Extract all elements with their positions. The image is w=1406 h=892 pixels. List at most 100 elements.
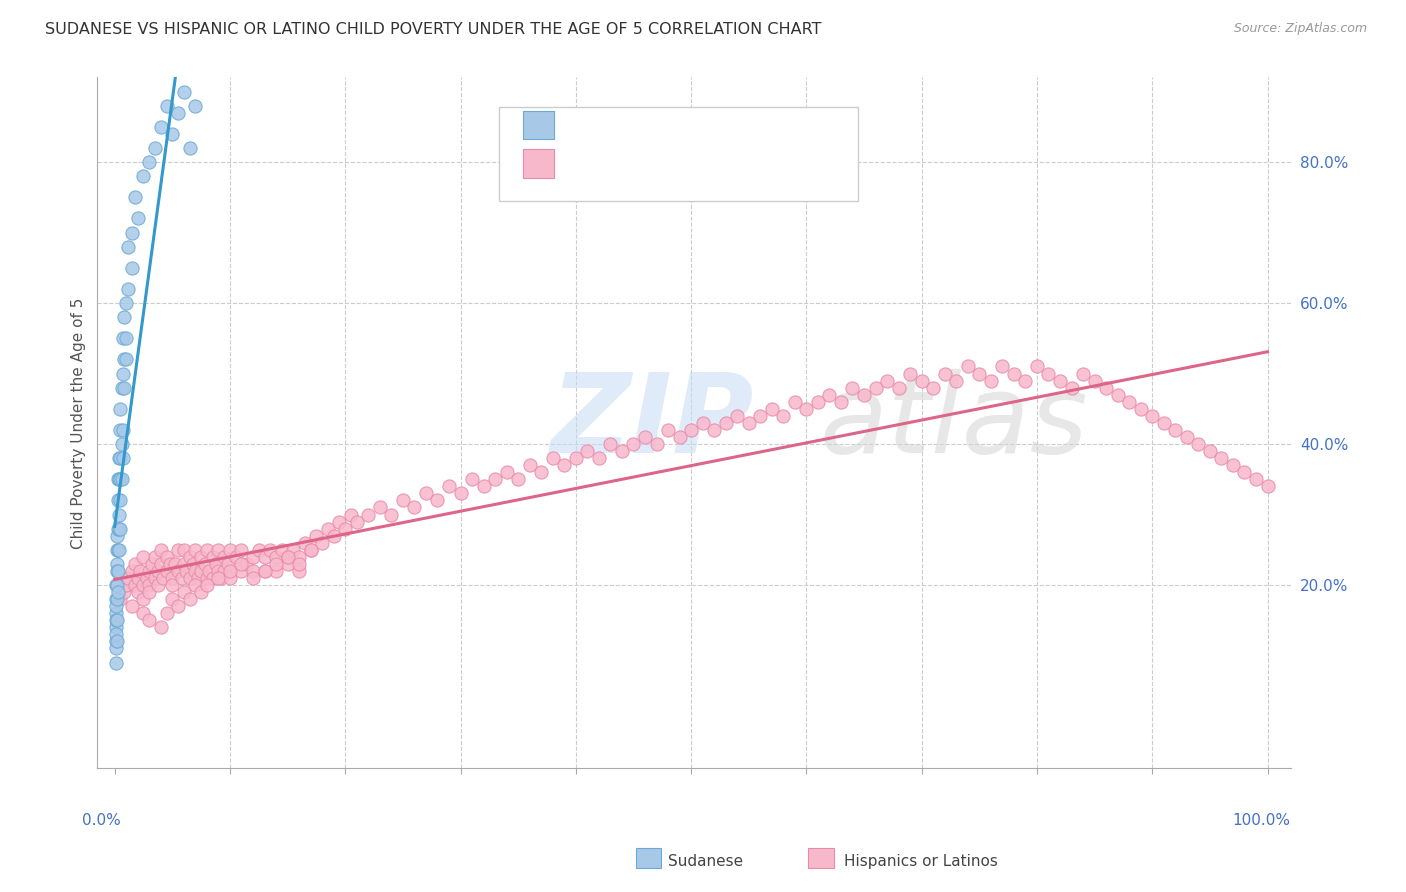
Point	[148, 564, 170, 578]
Point	[1038, 367, 1060, 381]
Text: R = 0.745: R = 0.745	[565, 159, 648, 177]
Point	[105, 564, 128, 578]
Point	[219, 571, 242, 585]
Point	[174, 564, 197, 578]
Point	[111, 423, 134, 437]
Point	[195, 578, 218, 592]
Point	[108, 522, 131, 536]
Point	[155, 549, 177, 564]
Point	[645, 437, 668, 451]
Point	[104, 634, 127, 648]
Point	[270, 542, 292, 557]
Point	[115, 331, 138, 345]
Point	[159, 557, 181, 571]
Point	[112, 310, 135, 325]
Point	[1014, 374, 1036, 388]
Point	[115, 352, 138, 367]
Point	[1002, 367, 1025, 381]
Point	[264, 564, 287, 578]
Point	[242, 571, 264, 585]
Point	[107, 542, 129, 557]
Point	[152, 571, 174, 585]
Point	[426, 493, 449, 508]
Point	[853, 387, 876, 401]
Point	[288, 549, 311, 564]
Point	[162, 127, 184, 141]
Point	[173, 585, 195, 599]
Text: 0.0%: 0.0%	[82, 814, 121, 828]
Point	[277, 557, 299, 571]
Point	[1199, 444, 1222, 458]
Point	[634, 430, 657, 444]
Point	[207, 564, 229, 578]
Point	[1175, 430, 1198, 444]
Point	[105, 592, 128, 607]
Point	[179, 571, 201, 585]
Point	[167, 599, 190, 614]
Point	[1071, 367, 1094, 381]
Point	[264, 549, 287, 564]
Point	[110, 522, 132, 536]
Point	[179, 592, 201, 607]
Point	[108, 451, 131, 466]
Point	[149, 557, 172, 571]
Point	[155, 606, 177, 620]
Point	[190, 549, 212, 564]
Point	[1118, 394, 1140, 409]
Point	[322, 529, 344, 543]
Point	[108, 542, 131, 557]
Point	[112, 585, 135, 599]
Point	[124, 557, 146, 571]
Point	[242, 564, 264, 578]
Point	[807, 394, 830, 409]
Point	[143, 141, 166, 155]
Point	[132, 578, 155, 592]
Point	[1129, 401, 1152, 416]
Point	[1084, 374, 1107, 388]
Point	[132, 592, 155, 607]
Point	[1095, 381, 1118, 395]
Point	[121, 599, 143, 614]
Point	[277, 549, 299, 564]
Point	[190, 585, 212, 599]
Point	[212, 549, 235, 564]
Point	[749, 409, 772, 423]
Point	[231, 557, 253, 571]
Point	[969, 367, 991, 381]
Point	[121, 260, 143, 275]
Point	[830, 394, 852, 409]
Point	[219, 564, 242, 578]
Point	[105, 578, 128, 592]
Point	[437, 479, 460, 493]
Point	[184, 542, 207, 557]
Point	[143, 571, 166, 585]
Point	[107, 493, 129, 508]
Text: SUDANESE VS HISPANIC OR LATINO CHILD POVERTY UNDER THE AGE OF 5 CORRELATION CHAR: SUDANESE VS HISPANIC OR LATINO CHILD POV…	[45, 22, 821, 37]
Point	[576, 444, 599, 458]
Point	[761, 401, 783, 416]
Point	[818, 387, 841, 401]
Point	[105, 529, 128, 543]
Point	[519, 458, 541, 472]
Point	[264, 557, 287, 571]
Point	[104, 599, 127, 614]
Point	[565, 451, 588, 466]
Point	[167, 564, 190, 578]
Point	[138, 578, 160, 592]
Point	[357, 508, 380, 522]
Point	[104, 620, 127, 634]
Point	[162, 592, 184, 607]
Text: atlas: atlas	[820, 369, 1088, 476]
Point	[173, 557, 195, 571]
Point	[143, 549, 166, 564]
Point	[155, 564, 177, 578]
Point	[184, 564, 207, 578]
Point	[107, 472, 129, 486]
Point	[127, 585, 149, 599]
Point	[335, 522, 357, 536]
Point	[956, 359, 979, 374]
Point	[692, 416, 714, 430]
Point	[110, 592, 132, 607]
Point	[991, 359, 1014, 374]
Point	[657, 423, 679, 437]
